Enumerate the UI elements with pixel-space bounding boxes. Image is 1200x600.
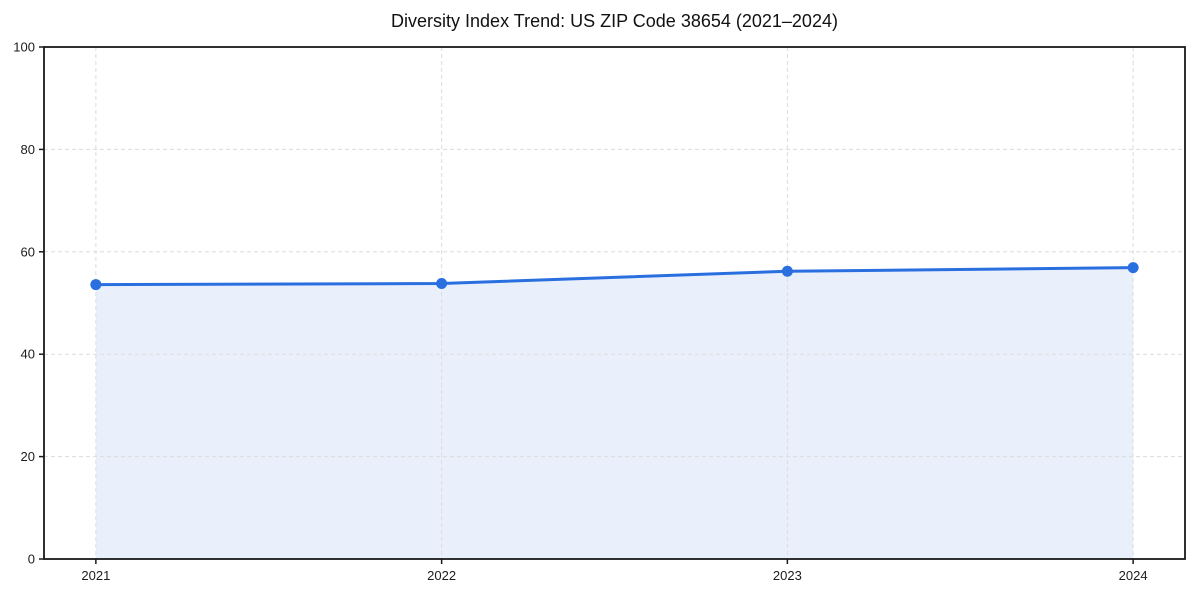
data-point-2021 [90, 279, 102, 291]
trend-line [94, 266, 1135, 287]
area-fill [95, 267, 1134, 559]
y-tick-label: 0 [28, 552, 35, 567]
y-tick-label: 100 [13, 40, 35, 55]
chart-title: Diversity Index Trend: US ZIP Code 38654… [391, 11, 838, 31]
plot-border [43, 46, 1186, 560]
x-tick-label: 2022 [427, 568, 456, 583]
x-tick-label: 2023 [773, 568, 802, 583]
y-tick-label: 20 [21, 449, 35, 464]
y-tick-label: 80 [21, 142, 35, 157]
tick-labels: 0 20 40 60 80 100 2021 2022 2023 2024 [13, 40, 1147, 584]
data-point-2022 [436, 278, 448, 290]
data-point-2024 [1127, 262, 1139, 274]
x-tick-label: 2021 [81, 568, 110, 583]
tick-marks [39, 46, 1134, 564]
data-point-2023 [781, 265, 793, 277]
y-tick-label: 40 [21, 347, 35, 362]
x-tick-label: 2024 [1119, 568, 1148, 583]
y-tick-label: 60 [21, 244, 35, 259]
